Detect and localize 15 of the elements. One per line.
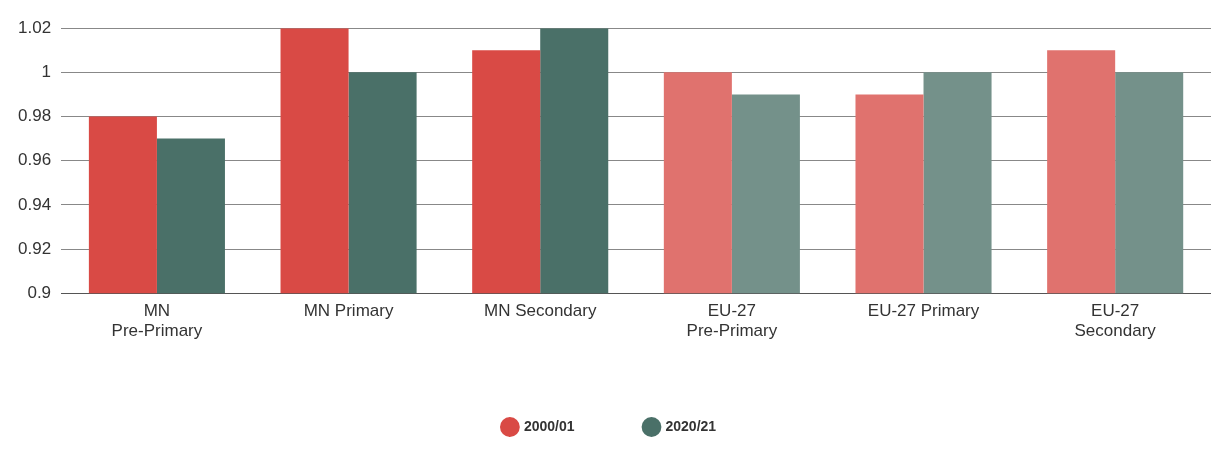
y-tick-label: 1.02	[17, 17, 52, 37]
y-tick-label: 1	[41, 62, 52, 82]
x-tick-label: MN Primary	[303, 301, 394, 321]
y-tick-label: 0.94	[17, 194, 52, 214]
y-tick-label: 0.98	[17, 106, 52, 126]
y-tick-label: 0.96	[17, 150, 52, 170]
x-tick-label: MN Secondary	[484, 301, 597, 321]
legend-label: 2020/21	[665, 417, 717, 434]
y-tick-label: 0.9	[27, 282, 52, 302]
x-tick-label: MN Pre-Primary	[111, 301, 203, 341]
y-tick-label: 0.92	[17, 238, 52, 258]
x-tick-label: EU-27 Pre-Primary	[686, 301, 778, 341]
legend-label: 2000/01	[523, 417, 575, 434]
x-tick-label: EU-27 Secondary	[1074, 301, 1157, 341]
x-tick-label: EU-27 Primary	[867, 301, 980, 321]
